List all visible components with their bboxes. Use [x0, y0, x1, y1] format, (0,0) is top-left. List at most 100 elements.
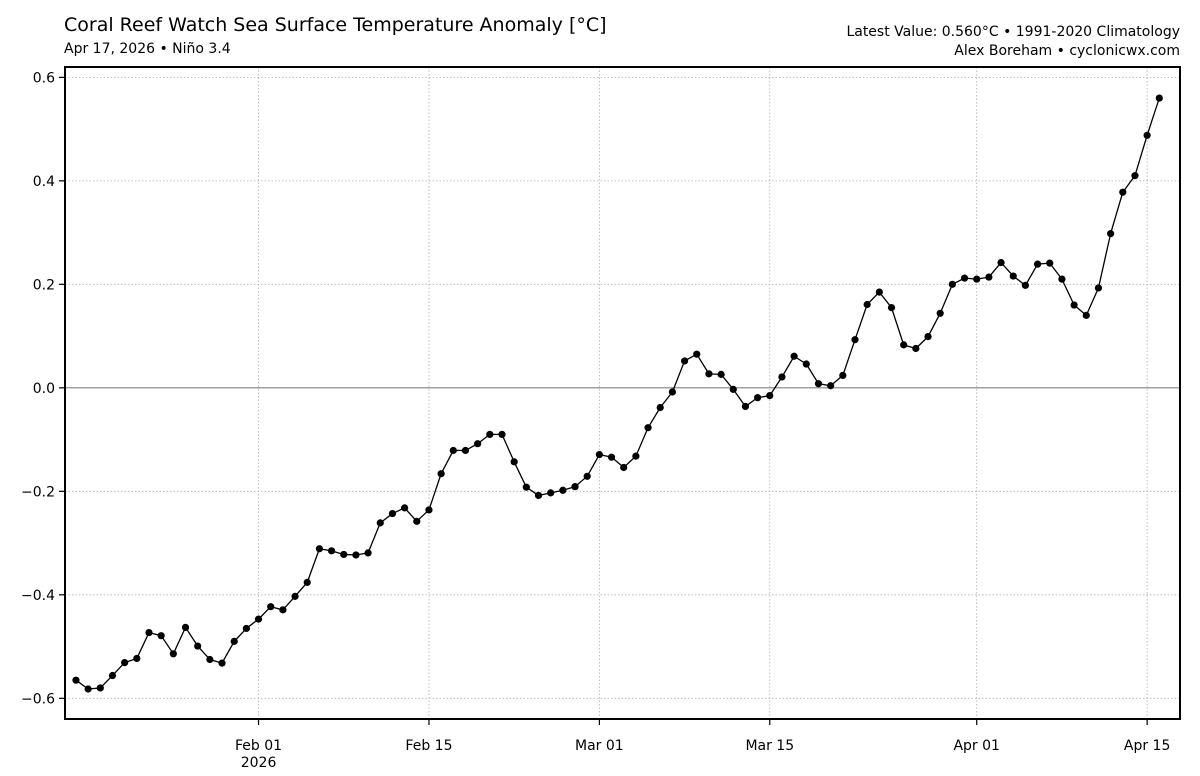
x-tick-label: Apr 01 — [953, 738, 999, 754]
data-point — [108, 671, 117, 680]
data-point — [620, 463, 628, 472]
data-point — [218, 659, 226, 667]
data-point — [1155, 94, 1163, 102]
data-point — [583, 472, 591, 480]
data-point — [376, 519, 384, 527]
data-point — [595, 450, 603, 459]
data-point — [194, 642, 202, 650]
data-point — [729, 385, 737, 393]
data-point — [169, 650, 177, 658]
data-point — [449, 446, 457, 455]
data-point — [364, 549, 372, 557]
data-point — [1143, 131, 1151, 139]
data-point — [607, 453, 616, 461]
data-point — [1131, 172, 1139, 180]
data-point — [327, 547, 336, 555]
data-point — [72, 676, 80, 684]
data-point — [498, 430, 506, 438]
data-point — [1009, 272, 1017, 280]
data-point — [559, 486, 567, 494]
credit-line: Alex Boreham • cyclonicwx.com — [954, 43, 1180, 59]
data-point — [181, 623, 190, 632]
x-tick-label: Feb 15 — [405, 738, 452, 754]
data-point — [303, 578, 311, 586]
data-point — [827, 382, 835, 390]
data-point — [1082, 311, 1090, 319]
data-point — [863, 300, 871, 309]
data-point — [413, 517, 421, 525]
data-point — [960, 274, 969, 282]
data-point — [206, 655, 214, 664]
data-point — [1107, 230, 1115, 238]
data-point — [705, 370, 713, 378]
data-point — [279, 606, 287, 614]
data-point — [1119, 188, 1127, 196]
data-point — [985, 273, 993, 281]
data-point — [1033, 260, 1042, 268]
data-point — [145, 628, 153, 637]
data-point — [887, 304, 896, 312]
data-point — [924, 333, 932, 341]
data-point — [656, 403, 664, 412]
data-point — [1046, 259, 1054, 267]
data-point — [121, 659, 129, 667]
data-point — [254, 615, 263, 623]
data-point — [875, 288, 883, 296]
data-point — [547, 489, 555, 497]
y-tick-label: −0.4 — [21, 588, 55, 604]
chart-title: Coral Reef Watch Sea Surface Temperature… — [64, 14, 607, 36]
x-tick-label: Mar 01 — [575, 738, 624, 754]
grid — [65, 67, 1180, 719]
data-point — [157, 632, 165, 640]
data-point — [680, 357, 689, 365]
data-point — [291, 592, 299, 600]
data-point — [437, 470, 445, 478]
data-point — [717, 370, 725, 378]
data-point — [571, 483, 579, 491]
data-point — [425, 506, 433, 514]
data-point — [839, 371, 847, 380]
data-point — [267, 603, 275, 611]
y-tick-label: −0.6 — [21, 691, 55, 707]
y-tick-label: 0.2 — [33, 277, 55, 293]
data-series — [72, 94, 1163, 693]
data-point — [948, 280, 956, 288]
data-point — [1094, 284, 1103, 292]
y-tick-label: −0.2 — [21, 484, 55, 500]
data-point — [522, 483, 530, 491]
data-point — [84, 685, 92, 693]
data-point — [851, 336, 859, 344]
data-point — [474, 440, 482, 448]
data-point — [693, 350, 701, 358]
data-point — [352, 551, 360, 559]
y-tick-label: 0.6 — [33, 70, 55, 86]
data-point — [814, 380, 823, 388]
data-point — [632, 452, 640, 460]
data-point — [912, 344, 920, 353]
x-tick-label: Apr 15 — [1124, 738, 1170, 754]
y-tick-label: 0.0 — [33, 381, 55, 397]
data-point — [766, 391, 774, 400]
data-point — [1058, 275, 1066, 283]
data-point — [340, 550, 348, 559]
data-point — [741, 402, 750, 411]
data-point — [973, 275, 981, 283]
data-point — [510, 458, 518, 466]
data-point — [486, 430, 494, 438]
data-point — [1021, 281, 1030, 289]
data-point — [754, 394, 762, 402]
latest-value-line: Latest Value: 0.560°C • 1991-2020 Climat… — [846, 24, 1180, 40]
chart-info: Latest Value: 0.560°C • 1991-2020 Climat… — [846, 23, 1180, 61]
data-point — [644, 424, 652, 432]
x-tick-label: Mar 15 — [745, 738, 794, 754]
data-point — [133, 654, 141, 663]
data-point — [96, 684, 104, 692]
data-point — [242, 624, 250, 633]
data-point — [778, 373, 786, 381]
data-point — [315, 545, 324, 553]
data-point — [997, 259, 1005, 267]
data-point — [1070, 301, 1078, 309]
data-point — [534, 491, 543, 500]
data-point — [401, 504, 409, 512]
